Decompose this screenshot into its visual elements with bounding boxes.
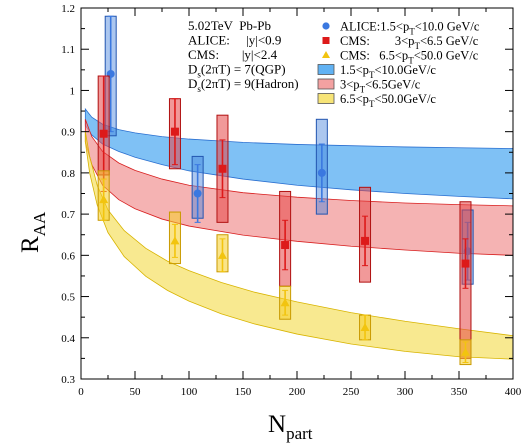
model-bands — [84, 107, 514, 360]
marker-square — [170, 127, 179, 136]
data-point-1-1 — [168, 98, 181, 170]
x-tick-label: 350 — [451, 386, 468, 398]
marker-square — [361, 236, 370, 245]
y-tick-label: 0.5 — [61, 292, 75, 304]
legend-label-2: CMS: 6.5<pT<50.0 GeV/c — [340, 49, 479, 66]
data-point-2-1 — [168, 211, 181, 265]
marker-circle — [193, 189, 202, 198]
y-tick-label: 1 — [70, 85, 76, 97]
marker-square — [99, 129, 108, 138]
marker-triangle — [99, 195, 109, 204]
marker-triangle — [217, 250, 227, 259]
y-tick-label: 0.3 — [61, 374, 75, 386]
legend-label-1: CMS: 3<pT<6.5 GeV/c — [340, 34, 479, 51]
x-tick-label: 200 — [289, 386, 306, 398]
x-tick-label: 150 — [235, 386, 252, 398]
data-point-0-2 — [315, 118, 328, 215]
legend-label-4: 3<pT<6.5GeV/c — [340, 78, 421, 95]
y-tick-label: 1.2 — [61, 3, 75, 15]
legend-marker-circle — [322, 22, 330, 30]
marker-square — [218, 164, 227, 173]
marker-triangle — [360, 322, 370, 331]
x-tick-label: 50 — [130, 386, 142, 398]
legend-marker-triangle — [322, 51, 330, 58]
data-point-2-0 — [97, 170, 110, 221]
x-tick-label: 400 — [505, 386, 522, 398]
data-point-2-4 — [359, 314, 372, 341]
y-tick-label: 0.9 — [61, 127, 75, 139]
y-tick-label: 0.7 — [61, 209, 75, 221]
x-tick-label: 250 — [343, 386, 360, 398]
y-tick-label: 1.1 — [61, 44, 75, 56]
y-tick-label: 0.8 — [61, 168, 75, 180]
info-line-4: Ds(2πT) = 9(Hadron) — [188, 76, 299, 94]
data-point-2-2 — [216, 234, 229, 273]
marker-triangle — [460, 347, 470, 356]
legend-swatch — [317, 64, 335, 75]
legend-swatch — [317, 78, 335, 90]
data-point-2-5 — [459, 339, 472, 366]
axis-ticks: 0 50 100 150 200 250 300 350 400 0.3 0.4 0.5 0.6 0.7 0… — [61, 3, 522, 398]
data-point-1-5 — [459, 201, 472, 359]
info-line-3: Ds(2πT) = 7(QGP) — [188, 62, 286, 80]
x-tick-label: 100 — [181, 386, 198, 398]
data-point-1-3 — [279, 190, 292, 287]
y-axis-title: RAA — [17, 211, 49, 253]
legend-label-3: 1.5<pT<10.0GeV/c — [340, 63, 436, 80]
marker-triangle — [170, 236, 180, 245]
data-points — [97, 15, 474, 366]
legend-marker-square — [322, 37, 330, 44]
x-axis-title: Npart — [268, 411, 313, 443]
data-point-2-3 — [279, 285, 292, 320]
info-line-0: 5.02TeV Pb-Pb — [188, 18, 271, 33]
data-point-0-1 — [191, 155, 204, 223]
legend-swatch — [317, 93, 335, 104]
data-point-1-2 — [216, 114, 229, 223]
x-tick-label: 300 — [397, 386, 414, 398]
legend-label-5: 6.5<pT<50.0GeV/c — [340, 92, 436, 109]
legend-label-0: ALICE:1.5<pT<10.0 GeV/c — [340, 20, 480, 37]
x-tick-label: 0 — [78, 386, 84, 398]
y-tick-label: 0.4 — [61, 333, 75, 345]
marker-triangle — [280, 298, 290, 307]
y-tick-label: 0.6 — [61, 250, 75, 262]
marker-circle — [317, 168, 326, 177]
info-line-2: CMS: |y|<2.4 — [188, 47, 278, 62]
marker-square — [281, 241, 290, 250]
data-point-1-4 — [359, 186, 372, 283]
marker-square — [461, 259, 470, 268]
info-line-1: ALICE: |y|<0.9 — [188, 33, 281, 48]
